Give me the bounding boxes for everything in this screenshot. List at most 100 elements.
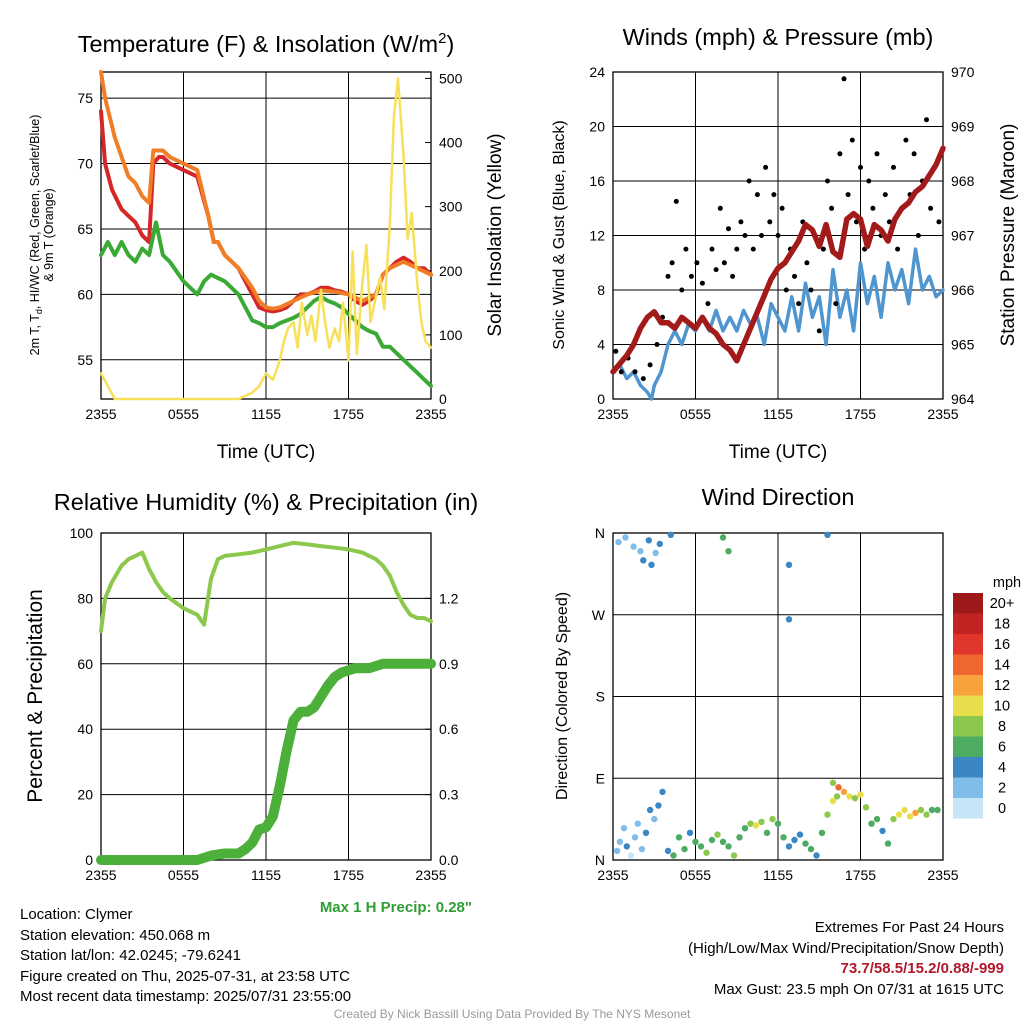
gust-point	[767, 219, 773, 225]
direction-point	[835, 784, 842, 791]
gust-point	[771, 192, 777, 198]
winds-ytick-label: 8	[597, 282, 605, 298]
direction-point	[708, 836, 716, 844]
legend-swatch	[953, 798, 983, 819]
direction-point	[785, 616, 793, 623]
winds-plot: 2355 0555 1155 1755 235504812162024964965966…	[589, 64, 974, 422]
direction-point	[613, 847, 621, 855]
gust-point	[886, 219, 892, 225]
winds-ytick-label: 24	[589, 64, 605, 80]
legend-swatch	[953, 777, 983, 798]
gust-point	[613, 348, 619, 354]
legend-label: 2	[998, 781, 1006, 797]
direction-point	[730, 852, 738, 859]
direction-point	[664, 847, 672, 855]
winds-y2tick-label: 966	[951, 282, 975, 298]
temperature-ytick-label: 65	[77, 221, 93, 237]
direction-ytick-label: W	[592, 607, 606, 623]
station-info: Location: Clymer Station elevation: 450.…	[20, 905, 351, 1008]
credit-text: Created By Nick Bassill Using Data Provi…	[333, 1007, 691, 1021]
precipitation-line	[96, 658, 436, 865]
winds-ytick-label: 20	[589, 119, 605, 135]
gust-point	[734, 246, 740, 252]
direction-xtick-label: 2355	[597, 867, 628, 883]
legend-label: 14	[994, 658, 1010, 674]
gust-point	[866, 178, 872, 184]
extremes-subheading: (High/Low/Max Wind/Precipitation/Snow De…	[688, 939, 1004, 957]
direction-point	[631, 834, 639, 841]
direction-xtick-label: 1755	[845, 867, 876, 883]
gust-point	[911, 151, 917, 157]
gust-point	[816, 328, 822, 334]
gust-point	[750, 246, 756, 252]
legend-label: 18	[994, 617, 1010, 633]
winds-xtick-label: 0555	[680, 406, 711, 422]
gust-point	[754, 192, 760, 198]
temperature-series-4	[99, 77, 433, 401]
humidity-ytick-label: 40	[77, 721, 93, 737]
gust-point	[903, 137, 909, 143]
direction-point	[829, 779, 837, 786]
legend-swatch	[953, 716, 983, 737]
humidity-y2tick-label: 0.9	[439, 656, 459, 672]
temperature-series-2	[99, 70, 433, 311]
winds-xtick-label: 2355	[927, 406, 958, 422]
direction-point	[824, 531, 831, 538]
direction-point	[697, 843, 705, 850]
temperature-panel: Temperature (F) & Insolation (W/m2) 2m T…	[28, 30, 506, 463]
temperature-y2tick-label: 100	[439, 327, 463, 343]
gust-point	[858, 164, 863, 170]
temperature-xtick-label: 0555	[168, 406, 199, 422]
direction-point	[681, 845, 688, 853]
direction-point	[890, 815, 897, 823]
gust-point	[915, 233, 921, 238]
direction-point	[670, 852, 677, 859]
temperature-xtick-label: 2355	[85, 406, 116, 422]
direction-point	[934, 806, 941, 814]
direction-point	[634, 820, 641, 827]
direction-point	[714, 831, 721, 838]
winds-y2tick-label: 969	[951, 119, 975, 135]
direction-point	[640, 557, 647, 564]
direction-frame	[612, 532, 944, 861]
gust-point	[928, 205, 934, 211]
direction-point	[651, 815, 658, 823]
gust-point	[738, 219, 744, 225]
direction-xtick-label: 0555	[680, 867, 711, 883]
legend-swatch	[953, 695, 983, 716]
gust-point	[882, 192, 888, 198]
gust-point	[763, 164, 769, 170]
direction-point	[725, 548, 732, 555]
humidity-y2tick-label: 0.3	[439, 787, 459, 803]
winds-y2tick-label: 964	[951, 391, 975, 407]
gust-point	[779, 205, 785, 211]
humidity-panel-ylabel: Percent & Precipitation	[24, 589, 47, 803]
gust-point	[683, 246, 689, 252]
temperature-series-3	[99, 220, 433, 388]
temperature-xtick-label: 1155	[251, 406, 281, 422]
winds-ytick-label: 0	[597, 391, 605, 407]
direction-point	[774, 820, 782, 827]
gust-point	[808, 287, 814, 293]
direction-ytick-label: N	[595, 525, 605, 541]
legend-label: 0	[998, 801, 1006, 817]
humidity-xtick-label: 2355	[85, 867, 116, 883]
direction-point	[741, 825, 749, 832]
gust-point	[936, 219, 942, 225]
direction-point	[623, 843, 630, 850]
legend-label: 10	[994, 699, 1010, 715]
gust-point	[713, 267, 719, 273]
temperature-ytick-label: 70	[77, 156, 93, 172]
direction-ytick-label: E	[596, 770, 605, 786]
humidity-xtick-label: 2355	[415, 867, 446, 883]
direction-ytick-label: S	[596, 689, 605, 705]
gust-point	[924, 117, 929, 123]
gust-point	[647, 362, 653, 368]
direction-point	[646, 806, 654, 814]
direction-point	[901, 806, 908, 814]
gust-point	[654, 342, 660, 347]
humidity-xtick-label: 0555	[168, 867, 199, 883]
direction-point	[752, 822, 760, 829]
temperature-y2tick-label: 200	[439, 263, 463, 279]
